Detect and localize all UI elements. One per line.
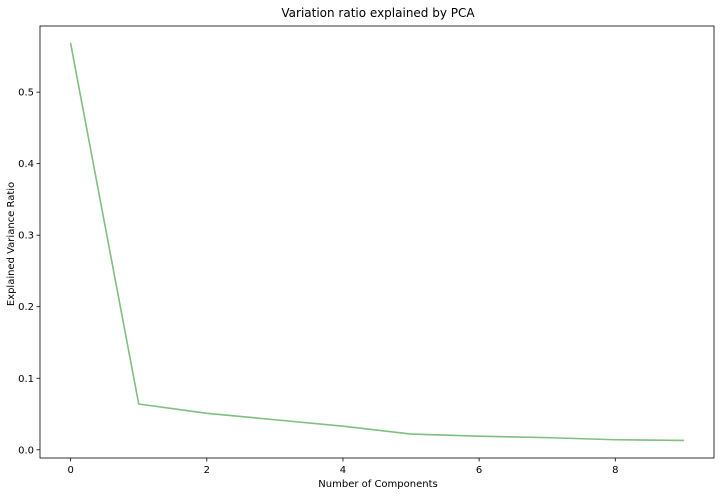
y-tick-label: 0.3 <box>18 231 34 242</box>
y-axis-label: Explained Variance Ratio <box>6 182 17 306</box>
y-tick-label: 0.0 <box>18 445 34 456</box>
x-tick-label: 0 <box>67 465 73 476</box>
x-tick-label: 6 <box>476 465 482 476</box>
y-tick-label: 0.5 <box>18 88 34 99</box>
plot-area: 0 2 4 6 8 0.0 0.1 0.2 0.3 0.4 0.5 <box>18 25 715 476</box>
x-axis-label: Number of Components <box>318 479 437 490</box>
x-tick-label: 2 <box>204 465 210 476</box>
x-tick-label: 8 <box>612 465 618 476</box>
chart-title: Variation ratio explained by PCA <box>281 6 475 20</box>
axes-frame <box>39 25 715 459</box>
y-tick-label: 0.1 <box>18 374 34 385</box>
x-tick-label: 4 <box>340 465 346 476</box>
y-tick-label: 0.4 <box>18 159 34 170</box>
y-tick-label: 0.2 <box>18 302 34 313</box>
series-line-0 <box>69 42 685 442</box>
